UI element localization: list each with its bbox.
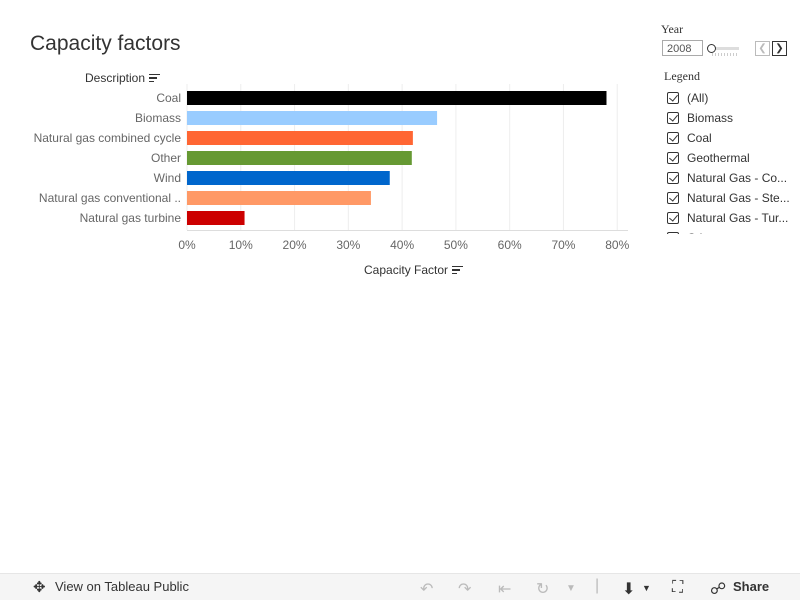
bar[interactable] — [187, 171, 390, 185]
x-axis-title[interactable]: Capacity Factor — [364, 263, 464, 277]
year-filter-label: Year — [661, 22, 684, 36]
category-label: Natural gas conventional .. — [39, 191, 181, 205]
year-slider-track[interactable] — [712, 47, 739, 50]
legend-item-label: Natural Gas - Ste... — [687, 191, 790, 205]
share-button[interactable]: Share — [733, 579, 770, 594]
chevron-right-icon[interactable]: ❯ — [772, 41, 787, 56]
x-tick-label: 30% — [336, 238, 360, 252]
x-tick-label: 0% — [178, 238, 196, 252]
legend-item-label: Natural Gas - Co... — [687, 171, 788, 185]
legend-title: Legend — [664, 69, 700, 83]
year-slider-thumb[interactable] — [707, 44, 716, 53]
move-icon[interactable]: ✥ — [33, 579, 46, 596]
legend-item[interactable]: (All) — [667, 88, 800, 108]
fullscreen-icon[interactable]: ⛶ — [672, 579, 684, 596]
category-label: Biomass — [135, 111, 181, 125]
legend-item[interactable]: Biomass — [667, 108, 800, 128]
chevron-left-icon[interactable]: ❮ — [755, 41, 770, 56]
share-icon[interactable]: ☍ — [710, 581, 727, 598]
legend-item-label: (All) — [687, 91, 709, 105]
sort-icon[interactable] — [452, 265, 464, 275]
bar[interactable] — [187, 191, 371, 205]
download-icon[interactable]: ⬇ — [622, 581, 636, 598]
refresh-icon[interactable]: ↻ — [536, 581, 550, 598]
checkbox-icon[interactable] — [667, 112, 679, 124]
toolbar: ✥ View on Tableau Public ↶ ↷ ⇤ ↻ ▼ | ⬇ ▼… — [0, 573, 800, 600]
year-input[interactable]: 2008 — [662, 40, 703, 56]
x-tick-label: 40% — [390, 238, 414, 252]
legend-item[interactable]: Natural Gas - Tur... — [667, 208, 800, 228]
category-label: Coal — [156, 91, 181, 105]
bar[interactable] — [187, 211, 245, 225]
sort-icon[interactable] — [149, 73, 161, 83]
revert-icon[interactable]: ⇤ — [498, 581, 512, 598]
checkbox-icon[interactable] — [667, 92, 679, 104]
legend-item[interactable]: Other — [667, 228, 800, 234]
download-menu-icon[interactable]: ▼ — [642, 583, 651, 593]
row-header-label: Description — [85, 71, 146, 85]
legend-item-label: Coal — [687, 131, 712, 145]
checkbox-icon[interactable] — [667, 232, 679, 234]
redo-icon[interactable]: ↷ — [458, 581, 472, 598]
checkbox-icon[interactable] — [667, 212, 679, 224]
checkbox-icon[interactable] — [667, 132, 679, 144]
chart-title: Capacity factors — [30, 32, 181, 55]
legend-item-label: Biomass — [687, 111, 734, 125]
legend-item[interactable]: Coal — [667, 128, 800, 148]
category-label: Natural gas turbine — [80, 211, 182, 225]
row-header-description[interactable]: Description — [85, 71, 161, 85]
bar-chart: Coal Biomass Natural gas combined cycle Oth… — [34, 84, 630, 252]
legend-item-label: Geothermal — [687, 151, 750, 165]
category-label: Wind — [154, 171, 181, 185]
legend-item-label: Other — [687, 231, 717, 234]
category-label: Natural gas combined cycle — [34, 131, 182, 145]
divider-icon: | — [595, 577, 600, 594]
x-tick-label: 10% — [229, 238, 253, 252]
year-slider-ticks — [712, 53, 739, 56]
checkbox-icon[interactable] — [667, 192, 679, 204]
legend-item-label: Natural Gas - Tur... — [687, 211, 789, 225]
refresh-menu-icon[interactable]: ▼ — [566, 583, 576, 594]
legend-list[interactable]: (All) Biomass Coal Geothermal Natural Gas - … — [667, 88, 800, 234]
category-label: Other — [151, 151, 181, 165]
bar[interactable] — [187, 111, 438, 125]
x-tick-label: 50% — [444, 238, 468, 252]
bar[interactable] — [187, 91, 607, 105]
bar[interactable] — [187, 151, 412, 165]
legend-item[interactable]: Natural Gas - Ste... — [667, 188, 800, 208]
x-tick-label: 20% — [283, 238, 307, 252]
x-tick-label: 60% — [498, 238, 522, 252]
x-tick-label: 80% — [605, 238, 629, 252]
checkbox-icon[interactable] — [667, 172, 679, 184]
x-tick-label: 70% — [551, 238, 575, 252]
legend-item[interactable]: Geothermal — [667, 148, 800, 168]
view-on-tableau-link[interactable]: View on Tableau Public — [55, 579, 189, 594]
x-axis-label: Capacity Factor — [364, 263, 449, 277]
undo-icon[interactable]: ↶ — [420, 581, 434, 598]
checkbox-icon[interactable] — [667, 152, 679, 164]
legend-item[interactable]: Natural Gas - Co... — [667, 168, 800, 188]
bar[interactable] — [187, 131, 413, 145]
